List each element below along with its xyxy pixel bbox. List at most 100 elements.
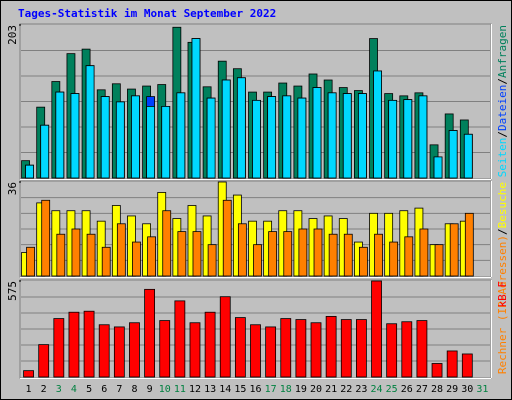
x-tick-label: 19 [295, 384, 307, 395]
bar [358, 93, 367, 179]
bar [177, 231, 187, 277]
bar [221, 79, 231, 179]
bar [448, 130, 458, 179]
x-tick-label: 5 [86, 384, 92, 395]
x-tick-label: 28 [431, 384, 443, 395]
x-tick-label: 14 [219, 384, 231, 395]
x-tick-label: 27 [416, 384, 428, 395]
bar [83, 310, 95, 378]
bar [463, 133, 473, 179]
bar [40, 124, 50, 179]
bar [431, 363, 443, 378]
bar [464, 212, 474, 277]
chart-title: Tages-Statistik im Monat September 2022 [18, 7, 276, 20]
x-tick-label: 26 [401, 384, 413, 395]
bar [325, 315, 337, 378]
bar [189, 322, 201, 378]
x-tick-label: 23 [355, 384, 367, 395]
bar [222, 199, 232, 277]
x-tick-label: 16 [249, 384, 261, 395]
bar [68, 311, 80, 378]
x-tick-label: 9 [147, 384, 153, 395]
x-tick-label: 17 [265, 384, 277, 395]
bar [268, 231, 278, 277]
bar [86, 233, 96, 277]
bar [100, 96, 110, 179]
bar [236, 77, 246, 179]
x-tick-label: 15 [234, 384, 246, 395]
legend-entry: Rechner (IP-Adressen) [496, 235, 509, 374]
bar [132, 241, 141, 277]
bar [98, 324, 110, 378]
legend-separator: / [496, 228, 509, 235]
bar [433, 156, 443, 179]
x-tick-label: 25 [386, 384, 398, 395]
x-tick-label: 2 [41, 384, 47, 395]
y-tick-label: 203 [6, 25, 19, 45]
bar [280, 318, 292, 378]
bar [70, 93, 80, 179]
bar [327, 92, 337, 179]
x-tick-label: 30 [461, 384, 473, 395]
bar [174, 300, 186, 378]
bar [265, 326, 277, 378]
bar [144, 288, 155, 378]
bar [101, 246, 111, 277]
bar [295, 319, 307, 378]
bar [147, 236, 156, 277]
bar [192, 231, 202, 277]
legend: Rechner (IP-Adressen)/Besuche [496, 182, 509, 374]
x-tick-label: 18 [280, 384, 292, 395]
bar [146, 105, 155, 179]
x-tick-label: 24 [371, 384, 383, 395]
bar [131, 95, 140, 179]
legend: kB F [496, 281, 509, 308]
bar [207, 244, 217, 277]
bar [418, 95, 428, 179]
legend-entry: kB F [496, 281, 509, 308]
y-tick-label: 575 [6, 281, 19, 301]
bar [267, 96, 277, 179]
bar [237, 223, 247, 277]
x-tick-label: 31 [476, 384, 488, 395]
bar [71, 228, 81, 277]
bar [461, 353, 473, 378]
bar [26, 246, 35, 277]
x-tick-label: 8 [131, 384, 137, 395]
bar [343, 233, 353, 277]
bar [55, 91, 65, 179]
bar [56, 233, 66, 277]
bar [161, 105, 171, 179]
bar [374, 233, 383, 277]
bar [129, 322, 140, 378]
bar [446, 350, 458, 378]
bar [401, 321, 413, 378]
bar [359, 246, 368, 277]
legend-entry: Anfragen [496, 25, 509, 78]
legend-separator: / [496, 78, 509, 85]
legend-entry: Dateien [496, 85, 509, 131]
x-tick-label: 4 [71, 384, 77, 395]
bar [252, 99, 261, 179]
bar [282, 95, 292, 179]
bar [253, 244, 262, 277]
bar [234, 317, 246, 378]
bar [312, 87, 322, 179]
bar [53, 318, 65, 378]
bar [404, 236, 414, 277]
x-tick-label: 11 [174, 384, 186, 395]
bar [115, 101, 125, 179]
x-tick-label: 1 [26, 384, 32, 395]
y-tick-label: 36 [6, 182, 19, 195]
bar [162, 210, 172, 277]
x-tick-label: 29 [446, 384, 458, 395]
bar [85, 65, 95, 179]
bar [310, 322, 322, 378]
bar [297, 97, 307, 179]
bar [298, 228, 308, 277]
bar [23, 370, 34, 378]
legend: Seiten/Dateien/Anfragen [496, 25, 509, 177]
x-tick-label: 12 [189, 384, 201, 395]
bar [416, 320, 428, 378]
bar [204, 311, 216, 378]
